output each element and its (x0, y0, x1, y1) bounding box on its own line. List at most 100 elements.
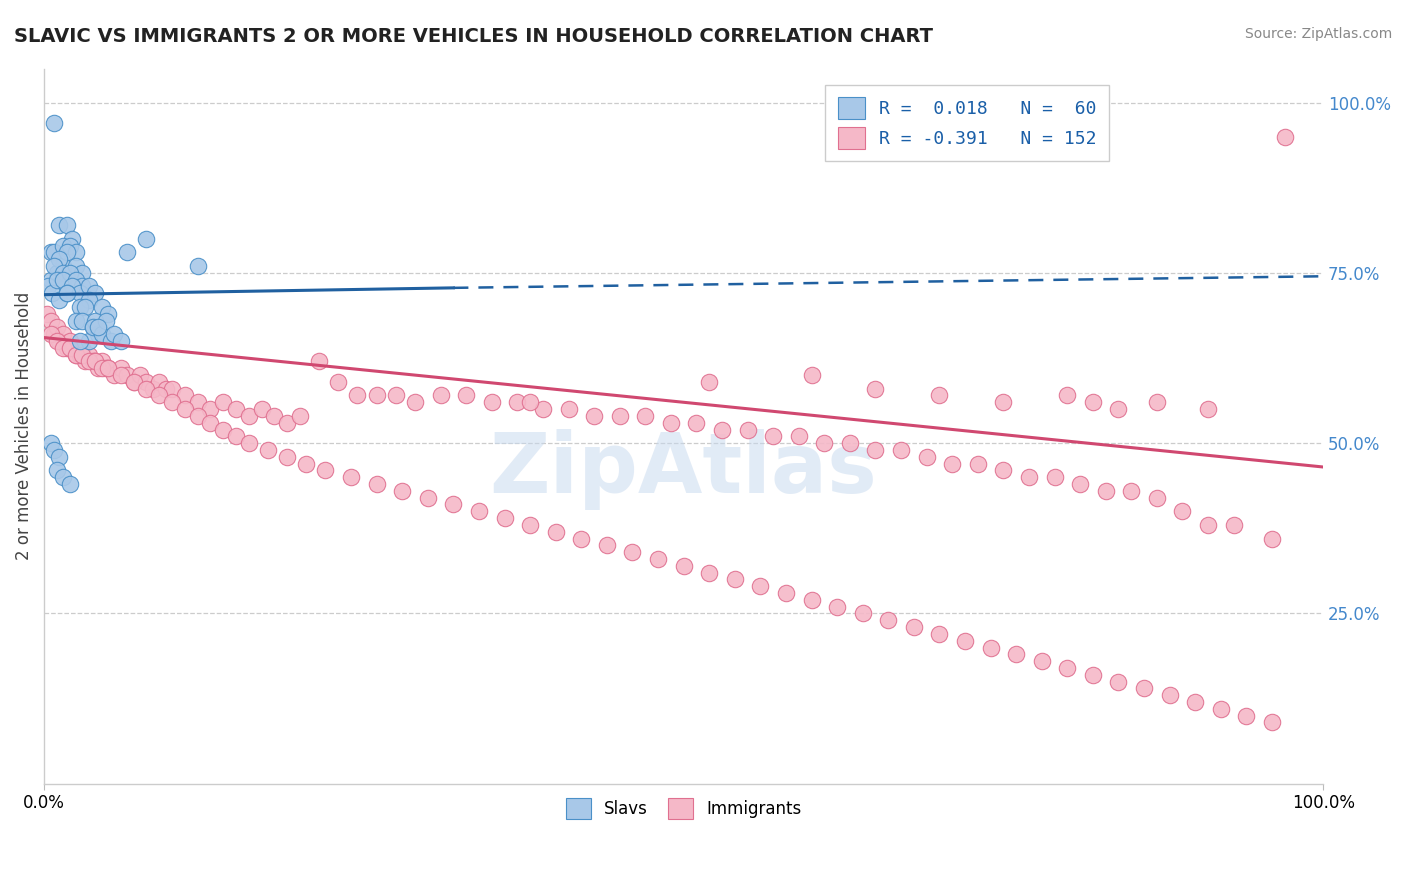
Point (60, 341, 83, 355)
Point (72, 279, 94, 293)
Point (544, 524, 567, 539)
Point (90, 327, 112, 342)
Point (609, 409, 631, 423)
Point (155, 382, 177, 396)
Point (634, 409, 657, 423)
Point (173, 388, 195, 402)
Point (69, 300, 91, 314)
Point (238, 436, 260, 450)
Point (1056, 388, 1078, 402)
Point (225, 429, 247, 443)
Point (48, 450, 70, 464)
Point (737, 423, 759, 437)
Point (481, 395, 503, 409)
Point (404, 395, 426, 409)
Point (187, 395, 209, 409)
Point (82, 320, 104, 334)
Point (56, 245, 79, 260)
Point (122, 375, 145, 389)
Point (1146, 395, 1168, 409)
Point (315, 463, 337, 477)
Point (56, 286, 79, 301)
Point (39, 273, 62, 287)
Point (39, 436, 62, 450)
Point (117, 368, 139, 382)
Point (775, 586, 797, 600)
Point (65, 348, 87, 362)
Text: SLAVIC VS IMMIGRANTS 2 OR MORE VEHICLES IN HOUSEHOLD CORRELATION CHART: SLAVIC VS IMMIGRANTS 2 OR MORE VEHICLES … (14, 27, 934, 45)
Point (45, 266, 67, 280)
Point (1274, 129, 1296, 144)
Point (52, 470, 75, 484)
Point (288, 409, 311, 423)
Point (44, 327, 66, 342)
Point (787, 429, 810, 443)
Point (97, 361, 120, 376)
Point (1171, 504, 1194, 518)
Point (73, 300, 96, 314)
Point (494, 511, 516, 525)
Point (1031, 654, 1053, 668)
Point (173, 402, 195, 417)
Point (87, 327, 110, 342)
Point (90, 300, 112, 314)
Point (659, 416, 682, 430)
Point (468, 504, 491, 518)
Point (456, 388, 478, 402)
Point (1261, 532, 1284, 546)
Point (59, 334, 82, 348)
Point (711, 423, 734, 437)
Point (45, 273, 67, 287)
Point (308, 354, 330, 368)
Point (84, 354, 107, 368)
Point (276, 416, 298, 430)
Legend: Slavs, Immigrants: Slavs, Immigrants (560, 792, 808, 825)
Point (39, 313, 62, 327)
Point (685, 416, 707, 430)
Point (1209, 702, 1232, 716)
Point (90, 361, 112, 376)
Point (45, 334, 67, 348)
Point (366, 477, 388, 491)
Point (506, 395, 529, 409)
Point (94, 313, 117, 327)
Point (385, 388, 408, 402)
Point (1108, 402, 1130, 417)
Point (110, 361, 132, 376)
Point (1222, 517, 1244, 532)
Point (41, 286, 63, 301)
Point (90, 354, 112, 368)
Point (65, 273, 87, 287)
Point (103, 327, 125, 342)
Point (429, 388, 451, 402)
Point (44, 442, 66, 457)
Point (1005, 648, 1028, 662)
Point (65, 245, 87, 260)
Point (37, 279, 59, 293)
Point (82, 354, 104, 368)
Point (87, 320, 110, 334)
Point (56, 218, 79, 232)
Point (59, 238, 82, 252)
Point (993, 463, 1015, 477)
Point (1121, 483, 1143, 498)
Point (77, 279, 100, 293)
Point (724, 573, 747, 587)
Point (852, 607, 875, 621)
Point (72, 341, 94, 355)
Point (250, 402, 273, 417)
Point (1081, 395, 1104, 409)
Point (69, 334, 91, 348)
Point (212, 423, 235, 437)
Point (890, 442, 912, 457)
Point (187, 259, 209, 273)
Point (225, 402, 247, 417)
Point (97, 361, 120, 376)
Point (1018, 470, 1040, 484)
Point (72, 348, 94, 362)
Point (82, 320, 104, 334)
Point (187, 409, 209, 423)
Point (77, 334, 100, 348)
Text: ZipAtlas: ZipAtlas (489, 428, 877, 509)
Point (84, 313, 107, 327)
